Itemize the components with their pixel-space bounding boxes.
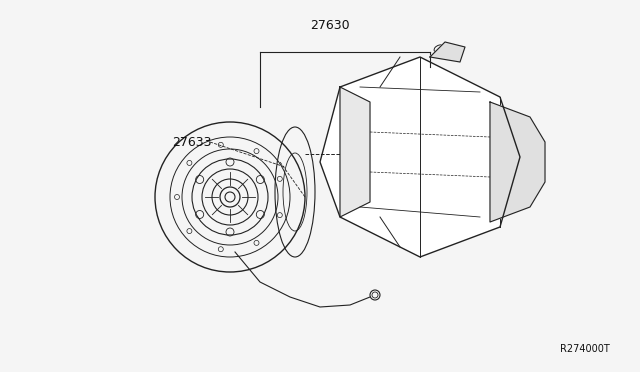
- Polygon shape: [340, 87, 370, 217]
- Text: 27630: 27630: [310, 19, 350, 32]
- Text: R274000T: R274000T: [560, 344, 610, 354]
- Polygon shape: [320, 57, 520, 257]
- Text: 27633: 27633: [172, 135, 212, 148]
- Polygon shape: [430, 42, 465, 62]
- Polygon shape: [490, 102, 545, 222]
